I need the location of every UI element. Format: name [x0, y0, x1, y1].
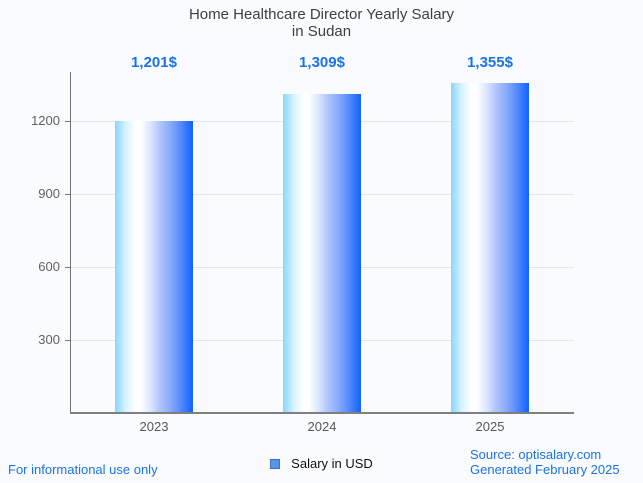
y-tick-mark: [65, 339, 70, 341]
source-block: Source: optisalary.com Generated Februar…: [470, 447, 620, 477]
chart-legend: Salary in USD: [0, 456, 643, 471]
bar-value-label: 1,309$: [299, 54, 345, 71]
plot-area: [70, 72, 574, 413]
x-axis-label: 2025: [475, 419, 505, 434]
bar-2024: [283, 94, 361, 413]
chart-title: Home Healthcare Director Yearly Salary i…: [0, 6, 643, 40]
chart-title-line1: Home Healthcare Director Yearly Salary: [188, 6, 455, 23]
y-tick-mark: [65, 120, 70, 122]
disclaimer-text: For informational use only: [8, 462, 158, 477]
y-axis-label: 900: [38, 185, 60, 201]
y-axis-line: [70, 72, 71, 413]
x-axis-label: 2023: [139, 419, 169, 434]
bar-2025: [451, 83, 529, 413]
legend-swatch-icon: [270, 458, 281, 469]
y-axis-label: 1200: [31, 112, 60, 128]
x-axis-line: [70, 412, 574, 414]
x-axis-label: 2024: [307, 419, 337, 434]
bar-value-label: 1,355$: [467, 54, 513, 71]
chart-title-line2: in Sudan: [291, 23, 352, 40]
y-axis-label: 300: [38, 331, 60, 347]
bar-value-label: 1,201$: [131, 54, 177, 71]
y-tick-mark: [65, 193, 70, 195]
y-tick-mark: [65, 266, 70, 268]
bar-2023: [115, 120, 193, 413]
generated-line: Generated February 2025: [470, 462, 620, 477]
source-line: Source: optisalary.com: [470, 447, 602, 462]
legend-label: Salary in USD: [291, 456, 373, 471]
y-axis-label: 600: [38, 258, 60, 274]
